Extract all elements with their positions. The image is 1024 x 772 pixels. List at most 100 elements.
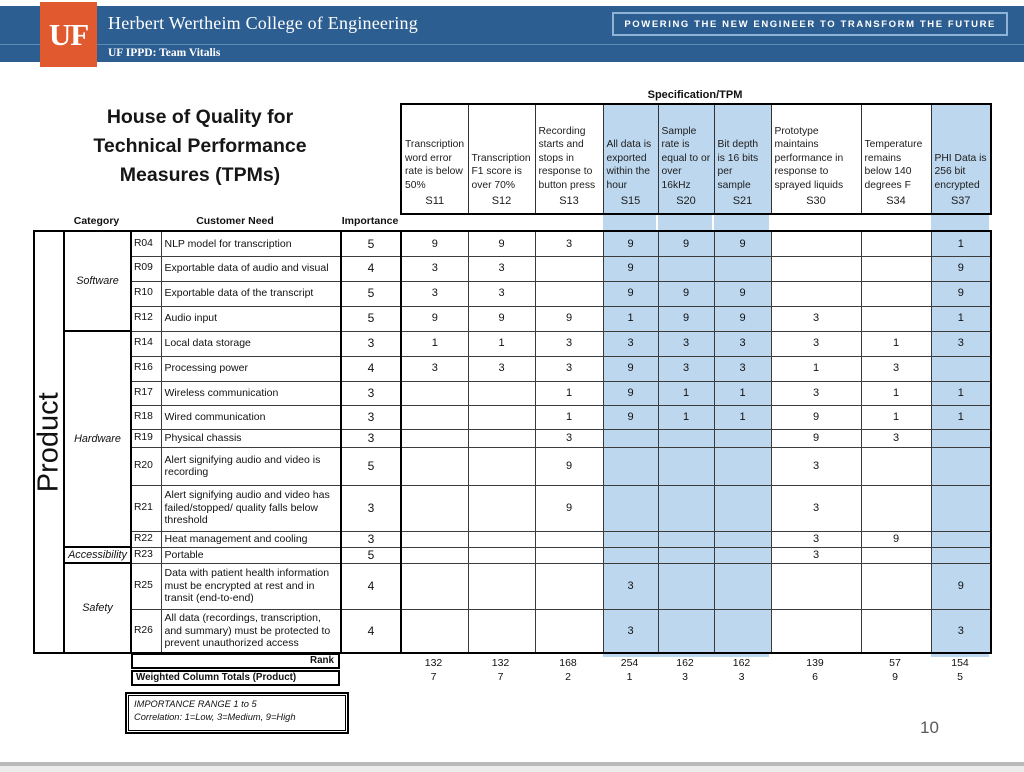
category-cell-safety: Safety <box>63 562 132 654</box>
matrix-cell-R09-S30 <box>770 255 862 282</box>
category-cell-accessibility: Accessibility <box>63 546 132 564</box>
matrix-cell-R20-S13: 9 <box>534 446 604 486</box>
rank-value-S12: 132 <box>491 657 510 669</box>
highlight-band <box>603 652 769 657</box>
matrix-row-R18: R18 Wired communication 3 1 9 1 1 9 1 1 <box>34 404 992 430</box>
matrix-cell-R26-S20 <box>657 608 715 654</box>
rank-value-S37: 154 <box>951 657 969 669</box>
customer-need-cell: Physical chassis <box>160 428 342 448</box>
matrix-cell-R17-S12 <box>467 380 536 406</box>
spec-col-S20: Sample rate is equal to or over 16kHz S20 <box>657 104 714 214</box>
rank-value-S15: 254 <box>620 657 639 669</box>
matrix-cell-R18-S20: 1 <box>657 404 715 430</box>
rank-value-S11: 132 <box>424 657 443 669</box>
customer-need-cell: Heat management and cooling <box>160 530 342 548</box>
matrix-cell-R25-S30 <box>770 562 862 610</box>
matrix-cell-R20-S37 <box>930 446 992 486</box>
matrix-cell-R09-S13 <box>534 255 604 282</box>
matrix-cell-R26-S34 <box>860 608 932 654</box>
team-label: UF IPPD: Team Vitalis <box>108 47 221 59</box>
matrix-cell-R04-S37: 1 <box>930 230 992 257</box>
importance-cell: 3 <box>340 380 402 406</box>
highlight-band <box>603 210 656 231</box>
matrix-cell-R04-S30 <box>770 230 862 257</box>
matrix-cell-R21-S15 <box>602 484 659 532</box>
matrix-row-R04: Product Software R04 NLP model for transcri… <box>33 230 992 654</box>
category-cell-hardware: Hardware <box>63 330 132 548</box>
matrix-cell-R16-S15: 9 <box>602 355 659 382</box>
matrix-cell-R12-S34 <box>860 305 932 332</box>
matrix-cell-R04-S20: 9 <box>657 230 715 257</box>
matrix-cell-R19-S37 <box>930 428 992 448</box>
matrix-cell-R20-S30: 3 <box>770 446 862 486</box>
matrix-row-R17: R17 Wireless communication 3 1 9 1 1 3 1 1 <box>34 380 992 406</box>
matrix-cell-R26-S37: 3 <box>930 608 992 654</box>
header-bar: Herbert Wertheim College of Engineering … <box>0 6 1024 62</box>
weighted-total-S34: 9 <box>892 671 898 683</box>
spec-header-table: Transcription word error rate is below 5… <box>400 103 992 215</box>
importance-cell: 5 <box>340 305 402 332</box>
matrix-row-R10: R10 Exportable data of the transcript 5 3 3 9… <box>34 280 992 307</box>
matrix-cell-R25-S20 <box>657 562 715 610</box>
matrix-cell-R16-S12: 3 <box>467 355 536 382</box>
page-number: 10 <box>920 718 939 737</box>
matrix-cell-R16-S21: 3 <box>713 355 772 382</box>
spec-col-S15: All data is exported within the hour S15 <box>602 104 658 214</box>
header-bar-main: Herbert Wertheim College of Engineering … <box>0 6 1024 45</box>
importance-header: Importance <box>341 215 399 227</box>
importance-cell: 5 <box>340 230 402 257</box>
matrix-cell-R20-S21 <box>713 446 772 486</box>
spec-col-id: S30 <box>806 195 826 207</box>
matrix-row-R20: R20 Alert signifying audio and video is r… <box>34 446 992 486</box>
matrix-cell-R19-S30: 9 <box>770 428 862 448</box>
row-code: R18 <box>130 404 162 430</box>
matrix-cell-R26-S11 <box>400 608 469 654</box>
matrix-cell-R21-S21 <box>713 484 772 532</box>
spec-col-desc: Transcription word error rate is below 5… <box>405 139 465 191</box>
matrix-row-R19: R19 Physical chassis 3 3 9 3 <box>34 428 992 448</box>
spec-col-id: S34 <box>886 195 906 207</box>
matrix-row-R14: Hardware R14 Local data storage 3 1 1 3 3 3 3 3 1 3 <box>34 330 992 548</box>
matrix-cell-R23-S30: 3 <box>770 546 862 564</box>
customer-need-cell: Portable <box>160 546 342 564</box>
matrix-cell-R10-S30 <box>770 280 862 307</box>
customer-need-cell: Alert signifying audio and video has fai… <box>160 484 342 532</box>
matrix-cell-R25-S21 <box>713 562 772 610</box>
matrix-row-R26: R26 All data (recordings, transcription, … <box>34 608 992 654</box>
customer-need-cell: Audio input <box>160 305 342 332</box>
matrix-cell-R20-S34 <box>860 446 932 486</box>
matrix-cell-R04-S34 <box>860 230 932 257</box>
matrix-cell-R17-S11 <box>400 380 469 406</box>
spec-col-desc: Prototype maintains performance in respo… <box>774 125 844 191</box>
matrix-cell-R09-S15: 9 <box>602 255 659 282</box>
matrix-cell-R18-S13: 1 <box>534 404 604 430</box>
spec-col-S37: PHI Data is 256 bit encrypted S37 <box>930 104 991 214</box>
matrix-cell-R19-S13: 3 <box>534 428 604 448</box>
matrix-cell-R21-S34 <box>860 484 932 532</box>
correlation-note: Correlation: 1=Low, 3=Medium, 9=High <box>134 712 296 722</box>
slide-edge-shadow <box>0 766 1024 772</box>
matrix-cell-R09-S37: 9 <box>930 255 992 282</box>
matrix-cell-R25-S34 <box>860 562 932 610</box>
matrix-cell-R21-S30: 3 <box>770 484 862 532</box>
legend-note-box: IMPORTANCE RANGE 1 to 5 Correlation: 1=L… <box>125 692 349 734</box>
matrix-cell-R04-S21: 9 <box>713 230 772 257</box>
matrix-cell-R12-S37: 1 <box>930 305 992 332</box>
matrix-cell-R22-S34: 9 <box>860 530 932 548</box>
matrix-cell-R23-S37 <box>930 546 992 564</box>
spec-col-S13: Recording starts and stops in response t… <box>534 104 603 214</box>
page-title: House of Quality for Technical Performan… <box>93 106 307 186</box>
weighted-total-S37: 5 <box>957 671 963 683</box>
matrix-cell-R17-S30: 3 <box>770 380 862 406</box>
importance-cell: 3 <box>340 428 402 448</box>
weighted-total-S11: 7 <box>430 671 437 683</box>
matrix-cell-R21-S12 <box>467 484 536 532</box>
matrix-cell-R09-S11: 3 <box>400 255 469 282</box>
spec-col-desc: Bit depth is 16 bits per sample <box>717 139 759 191</box>
matrix-cell-R12-S12: 9 <box>467 305 536 332</box>
importance-cell: 4 <box>340 562 402 610</box>
matrix-cell-R14-S30: 3 <box>770 330 862 357</box>
matrix-cell-R12-S21: 9 <box>713 305 772 332</box>
customer-need-cell: Local data storage <box>160 330 342 357</box>
hoq-matrix-table: Product Software R04 NLP model for transcri… <box>33 230 992 654</box>
